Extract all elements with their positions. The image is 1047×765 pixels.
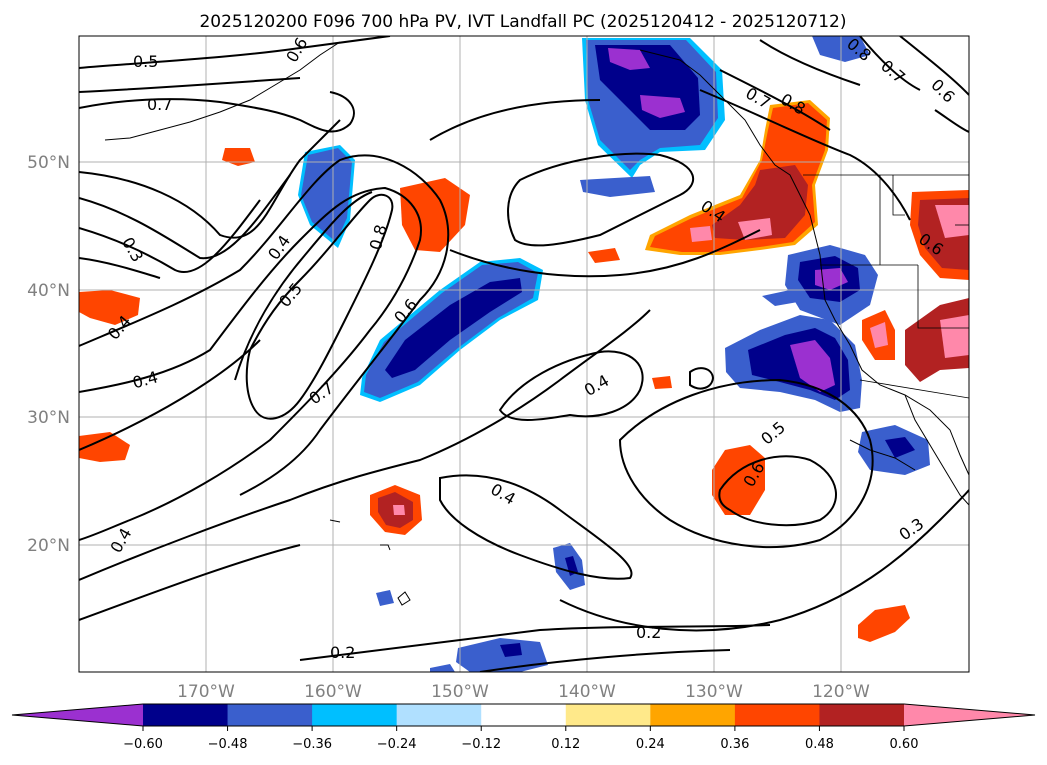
map-content: 0.5 0.7 0.6 0.3 0.4 0.5 0.8 0.6 0.4 0.4 … xyxy=(79,36,969,672)
coastlines xyxy=(104,41,969,606)
lat-tick: 20°N xyxy=(27,536,70,556)
svg-text:0.7: 0.7 xyxy=(147,95,172,114)
colorbar-segment xyxy=(143,704,229,726)
colorbar-tick-label: −0.48 xyxy=(208,737,248,752)
lon-tick: 150°W xyxy=(431,682,489,702)
colorbar-segment xyxy=(565,704,651,726)
svg-text:0.2: 0.2 xyxy=(330,643,355,662)
political-boundaries xyxy=(803,174,969,399)
colorbar-tick-label: −0.12 xyxy=(461,737,501,752)
svg-text:0.5: 0.5 xyxy=(133,52,158,71)
colorbar-extend-left xyxy=(12,704,143,726)
lon-tick: 160°W xyxy=(304,682,362,702)
lon-tick: 130°W xyxy=(685,682,743,702)
lat-tick: 30°N xyxy=(27,408,70,428)
colorbar-tick-label: −0.60 xyxy=(123,737,163,752)
colorbar-segment xyxy=(734,704,820,726)
figure-title: 2025120200 F096 700 hPa PV, IVT Landfall… xyxy=(199,12,846,32)
negative-anomaly-shading xyxy=(298,36,930,672)
lat-tick: 40°N xyxy=(27,281,70,301)
colorbar-segment xyxy=(312,704,398,726)
colorbar-tick-label: 0.12 xyxy=(551,737,580,752)
pv-contours xyxy=(79,36,969,672)
positive-anomaly-shading xyxy=(79,100,969,642)
longitude-labels: 170°W 160°W 150°W 140°W 130°W 120°W xyxy=(177,682,870,702)
colorbar-segment xyxy=(650,704,736,726)
lon-tick: 170°W xyxy=(177,682,235,702)
colorbar-segment xyxy=(481,704,567,726)
colorbar-segment xyxy=(396,704,482,726)
colorbar-extend-right xyxy=(904,704,1035,726)
lon-tick: 140°W xyxy=(558,682,616,702)
colorbar-tick-label: 0.48 xyxy=(805,737,834,752)
latitude-labels: 50°N 40°N 30°N 20°N xyxy=(27,153,70,556)
lon-tick: 120°W xyxy=(812,682,870,702)
colorbar-tick-label: 0.60 xyxy=(890,737,919,752)
svg-text:0.2: 0.2 xyxy=(636,623,661,642)
colorbar-segment xyxy=(819,704,905,726)
colorbar: −0.60 −0.48 −0.36 −0.24 −0.12 0.12 0.24 0.36 0.4… xyxy=(11,703,1036,752)
colorbar-tick-label: 0.24 xyxy=(636,737,665,752)
lat-tick: 50°N xyxy=(27,153,70,173)
colorbar-tick-label: −0.36 xyxy=(292,737,332,752)
colorbar-tick-label: 0.36 xyxy=(720,737,749,752)
colorbar-segment xyxy=(227,704,313,726)
colorbar-tick-label: −0.24 xyxy=(377,737,417,752)
map-border xyxy=(78,35,970,673)
